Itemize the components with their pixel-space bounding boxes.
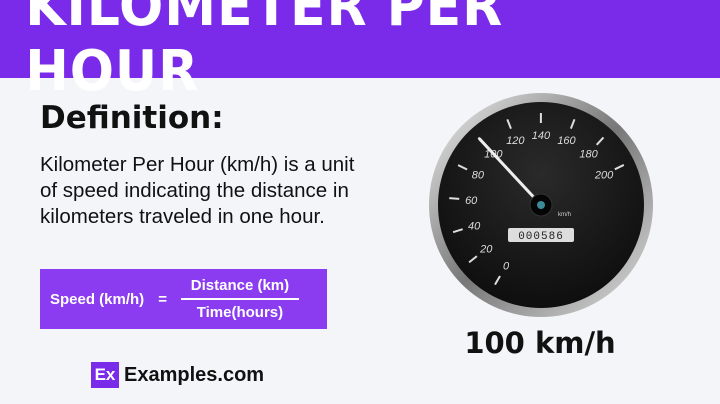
speedometer-icon: 020406080100120140160180200 000586 km/h xyxy=(429,93,653,317)
tick-mark xyxy=(449,197,460,200)
formula-equals: = xyxy=(158,290,167,308)
tick-label: 20 xyxy=(479,244,493,256)
formula-box: Speed (km/h) = Distance (km) Time(hours) xyxy=(40,269,327,329)
tick-label: 180 xyxy=(579,149,598,161)
tick-label: 80 xyxy=(472,170,485,182)
formula-fraction: Distance (km) Time(hours) xyxy=(180,277,299,321)
odometer xyxy=(508,228,574,242)
formula-denominator: Time(hours) xyxy=(196,304,284,321)
tick-label: 140 xyxy=(532,130,551,142)
definition-heading: Definition: xyxy=(40,100,224,136)
tick-label: 40 xyxy=(468,221,481,233)
page-title: KILOMETER PER HOUR xyxy=(25,0,504,104)
definition-text: Kilometer Per Hour (km/h) is a unit of s… xyxy=(40,153,355,228)
tick-label: 200 xyxy=(594,170,614,182)
tick-label: 160 xyxy=(557,135,576,147)
unit-label: km/h xyxy=(558,212,571,218)
needle xyxy=(478,137,543,207)
title-banner: KILOMETER PER HOUR xyxy=(0,0,720,104)
tick-label: 60 xyxy=(465,195,478,207)
logo-site-name: Examples.com xyxy=(124,363,265,386)
tick-mark xyxy=(595,136,605,146)
examples-logo: Ex Examples.com xyxy=(91,362,264,388)
tick-mark xyxy=(614,164,625,171)
odometer-value: 000586 xyxy=(518,231,564,243)
tick-mark xyxy=(468,255,478,264)
logo-mark: Ex xyxy=(91,362,119,388)
tick-mark xyxy=(569,118,576,129)
tick-mark xyxy=(494,275,501,286)
fraction-bar xyxy=(180,298,299,300)
tick-mark xyxy=(457,164,468,171)
formula-numerator: Distance (km) xyxy=(190,277,290,294)
speed-readout: 100 km/h xyxy=(464,326,616,360)
tick-mark xyxy=(506,119,512,130)
hub-center xyxy=(537,201,545,209)
tick-label: 0 xyxy=(503,261,510,273)
tick-mark xyxy=(452,228,463,234)
formula-lhs: Speed (km/h) xyxy=(50,290,145,308)
tick-label: 120 xyxy=(506,135,525,147)
